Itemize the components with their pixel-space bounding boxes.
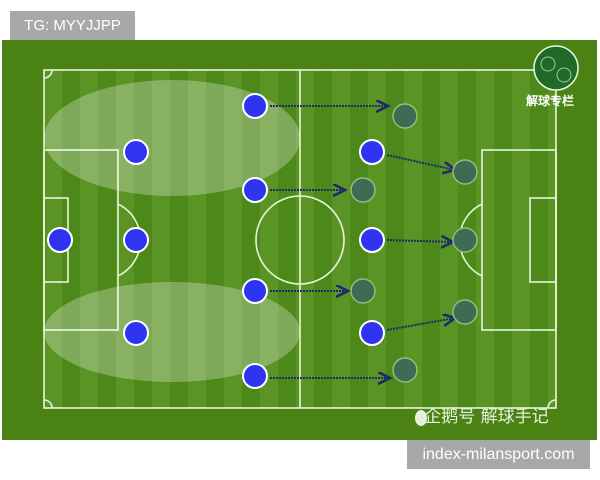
tg-label: TG: MYYJJPP — [10, 11, 135, 40]
penguin-icon — [415, 410, 427, 426]
player-marker — [359, 320, 385, 346]
player-marker — [359, 227, 385, 253]
corner-arc — [43, 69, 53, 79]
player-marker — [123, 139, 149, 165]
movement-arrows — [270, 106, 455, 378]
site-label: index-milansport.com — [407, 440, 590, 469]
player-marker — [359, 139, 385, 165]
corner-arc — [547, 399, 557, 409]
player-marker — [242, 278, 268, 304]
player-marker — [242, 93, 268, 119]
player-marker — [123, 227, 149, 253]
target-position — [452, 227, 478, 253]
zone-highlight — [44, 80, 300, 196]
center-circle — [255, 195, 345, 285]
logo-icon — [533, 45, 579, 91]
player-marker — [242, 363, 268, 389]
movement-arrow — [386, 318, 455, 331]
watermark: 企鹅号 解球手记 — [408, 402, 549, 427]
target-position — [392, 103, 418, 129]
movement-arrow — [386, 154, 455, 170]
logo-text: 解球专栏 — [526, 94, 575, 108]
watermark-text: 企鹅号 解球手记 — [424, 407, 549, 427]
right-penalty-box — [481, 149, 557, 331]
player-marker — [123, 320, 149, 346]
players — [47, 93, 385, 389]
target-positions — [350, 103, 478, 383]
right-goal-box — [529, 197, 557, 283]
player-marker — [47, 227, 73, 253]
corner-arc — [43, 399, 53, 409]
logo-badge — [533, 45, 579, 91]
target-position — [452, 159, 478, 185]
player-marker — [242, 177, 268, 203]
target-position — [452, 299, 478, 325]
target-position — [350, 278, 376, 304]
target-position — [350, 177, 376, 203]
movement-arrow — [386, 240, 453, 242]
zone-highlight — [44, 282, 300, 382]
target-position — [392, 357, 418, 383]
